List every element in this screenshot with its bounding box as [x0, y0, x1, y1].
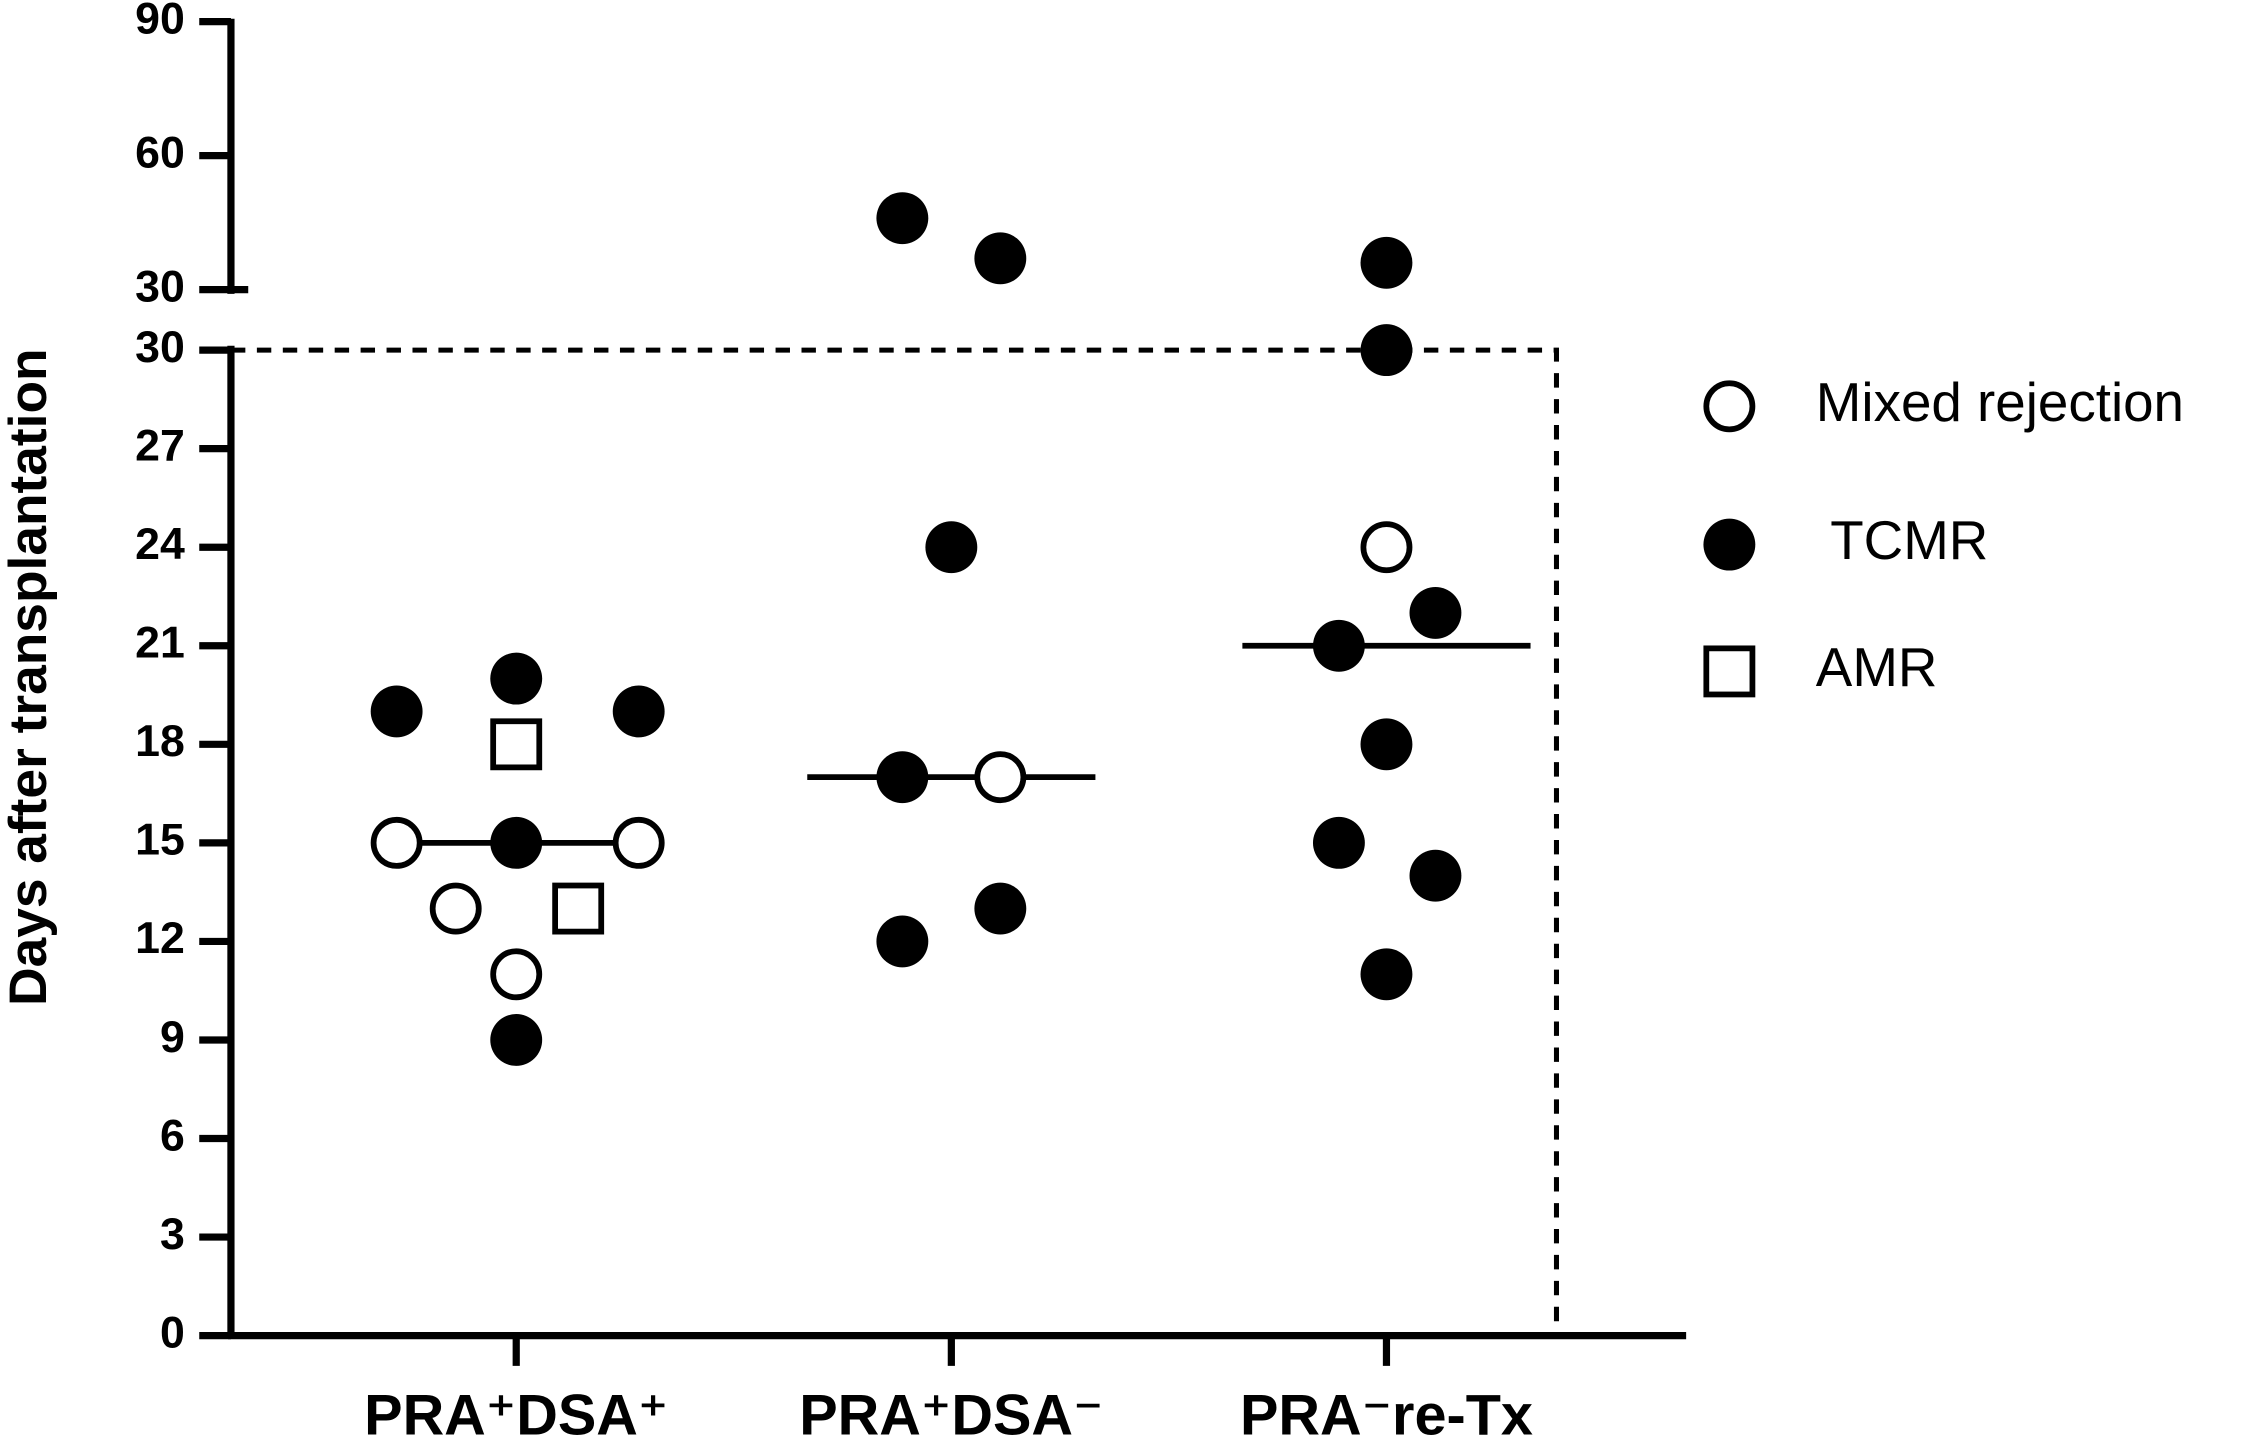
marker: [1360, 521, 1413, 574]
marker: [1312, 816, 1365, 869]
y-tick-label: 24: [135, 520, 185, 569]
marker: [1360, 236, 1413, 289]
marker: [490, 652, 543, 705]
legend-marker: [1703, 645, 1756, 698]
marker: [490, 816, 543, 869]
marker: [876, 192, 929, 245]
marker: [1312, 619, 1365, 672]
y-tick-label: 15: [135, 816, 185, 865]
marker: [612, 816, 665, 869]
legend-label: AMR: [1816, 636, 1938, 698]
marker: [1360, 324, 1413, 377]
y-tick-label: 21: [135, 619, 185, 668]
legend-marker: [1703, 518, 1756, 571]
marker: [1409, 849, 1462, 902]
legend-marker: [1703, 380, 1756, 433]
y-tick-label: 90: [135, 0, 185, 43]
marker: [490, 1014, 543, 1066]
y-tick-label: 3: [160, 1210, 185, 1259]
marker: [1360, 948, 1413, 1001]
marker: [370, 816, 423, 869]
dashed-box: [230, 347, 1559, 1326]
marker: [876, 915, 929, 968]
y-tick-label: 27: [135, 421, 185, 470]
y-tick-label: 60: [135, 128, 185, 177]
x-tick-label: PRA⁺DSA⁻: [799, 1383, 1103, 1447]
y-axis-title: Days after transplantation: [0, 348, 58, 1006]
y-tick-label: 18: [135, 717, 185, 766]
y-tick-label: 0: [160, 1308, 185, 1357]
marker: [370, 685, 423, 738]
marker: [1360, 718, 1413, 771]
marker: [974, 882, 1027, 935]
y-tick-label: 30: [135, 323, 185, 372]
marker: [974, 232, 1027, 285]
marker: [490, 948, 543, 1001]
marker: [876, 751, 929, 804]
x-tick-label: PRA⁻re-Tx: [1240, 1383, 1533, 1447]
marker: [429, 882, 482, 935]
marker: [1409, 586, 1462, 639]
y-tick-label: 30: [135, 262, 185, 311]
marker: [490, 718, 543, 771]
y-tick-label: 12: [135, 914, 185, 963]
legend-label: Mixed rejection: [1816, 371, 2184, 433]
x-tick-label: PRA⁺DSA⁺: [364, 1383, 668, 1447]
marker: [974, 751, 1027, 804]
y-tick-label: 6: [160, 1111, 185, 1160]
legend-label: TCMR: [1830, 509, 1988, 571]
marker: [612, 685, 665, 738]
marker: [925, 521, 978, 574]
marker: [552, 882, 605, 935]
y-tick-label: 9: [160, 1013, 185, 1062]
